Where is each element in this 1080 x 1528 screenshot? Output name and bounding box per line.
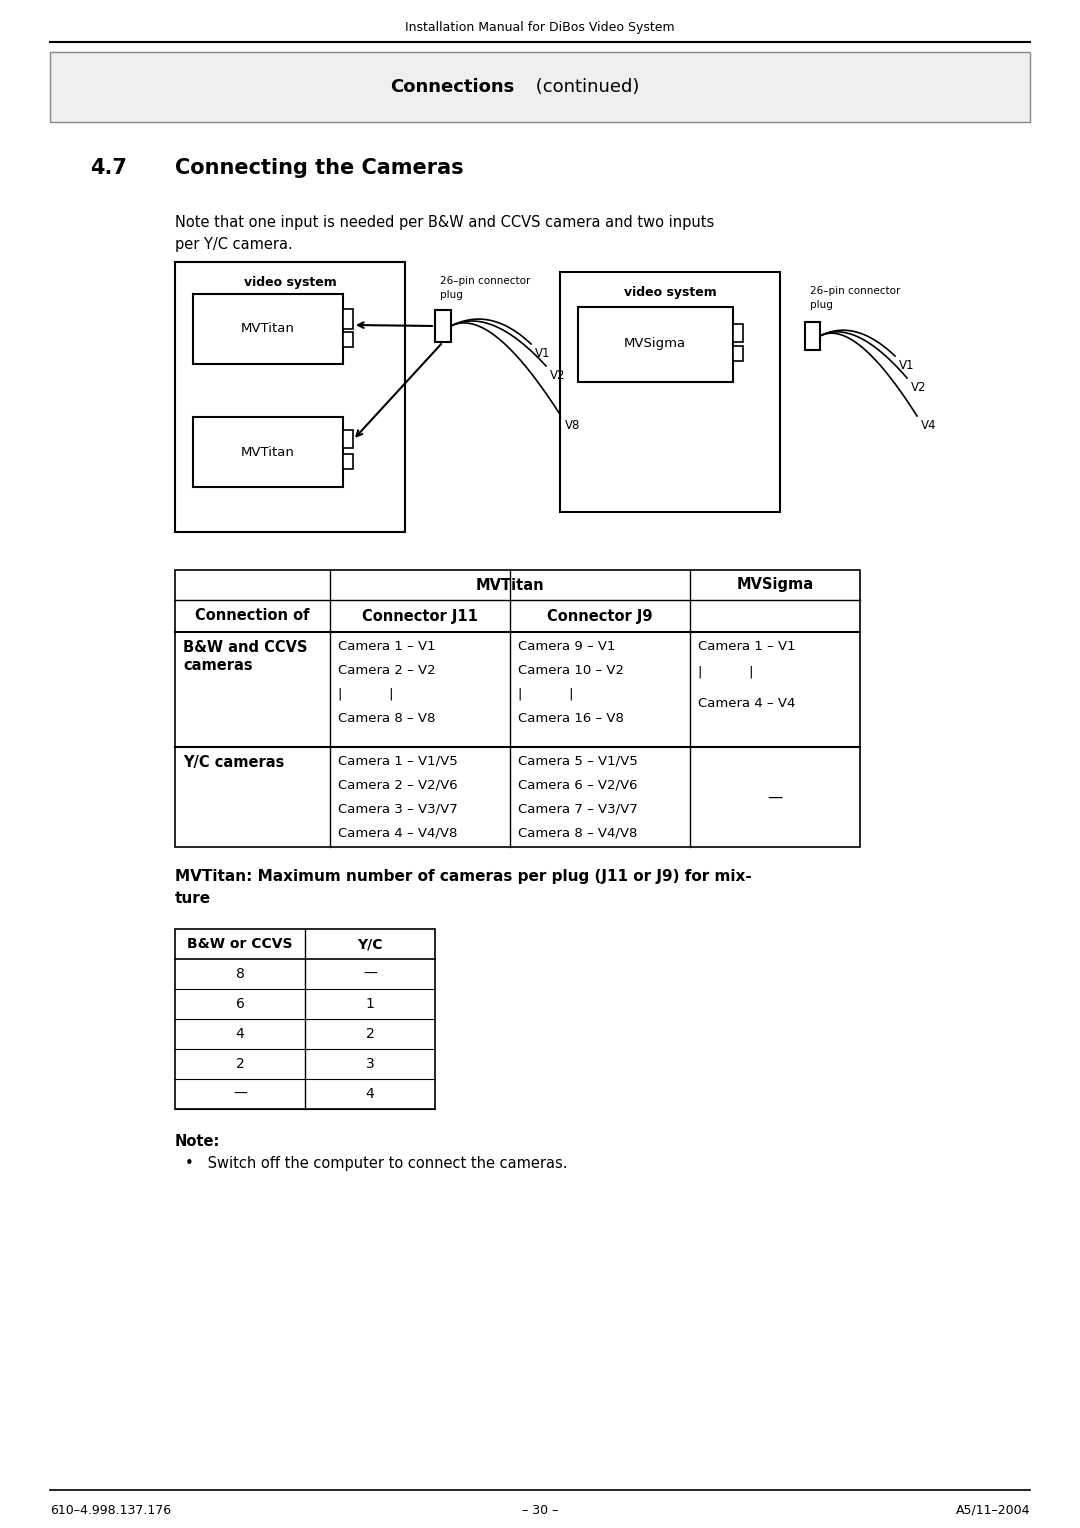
Text: (continued): (continued): [530, 78, 639, 96]
Text: 8: 8: [235, 967, 244, 981]
Text: V8: V8: [565, 419, 580, 432]
Bar: [343, 332, 353, 347]
Text: Camera 4 – V4: Camera 4 – V4: [698, 697, 795, 711]
Text: MVTitan: Maximum number of cameras per plug (J11 or J9) for mix-: MVTitan: Maximum number of cameras per p…: [175, 869, 752, 885]
Text: ture: ture: [175, 891, 211, 906]
Text: Camera 5 – V1/V5: Camera 5 – V1/V5: [518, 755, 638, 769]
Text: Camera 8 – V8: Camera 8 – V8: [338, 712, 435, 724]
Text: 3: 3: [366, 1057, 375, 1071]
Text: Connections: Connections: [390, 78, 514, 96]
Bar: [175, 929, 435, 1109]
Text: Connector J9: Connector J9: [548, 608, 652, 623]
Text: Y/C: Y/C: [357, 937, 382, 950]
Bar: [175, 570, 860, 847]
Text: Camera 7 – V3/V7: Camera 7 – V3/V7: [518, 804, 638, 816]
Bar: [561, 272, 780, 512]
Text: |           |: | |: [518, 688, 573, 701]
Bar: [50, 52, 1030, 122]
Text: Camera 6 – V2/V6: Camera 6 – V2/V6: [518, 779, 637, 792]
Bar: [175, 261, 405, 532]
Text: Camera 9 – V1: Camera 9 – V1: [518, 640, 616, 652]
Text: Camera 16 – V8: Camera 16 – V8: [518, 712, 624, 724]
Text: Camera 1 – V1/V5: Camera 1 – V1/V5: [338, 755, 458, 769]
Bar: [578, 307, 733, 382]
Text: plug: plug: [810, 299, 833, 310]
Text: – 30 –: – 30 –: [522, 1504, 558, 1516]
Text: —: —: [768, 790, 783, 805]
Text: 6: 6: [235, 996, 244, 1012]
Text: Camera 2 – V2/V6: Camera 2 – V2/V6: [338, 779, 458, 792]
Text: Note that one input is needed per B&W and CCVS camera and two inputs: Note that one input is needed per B&W an…: [175, 215, 714, 231]
Text: Connection of: Connection of: [195, 608, 310, 623]
Text: video system: video system: [623, 286, 716, 299]
Text: per Y/C camera.: per Y/C camera.: [175, 237, 293, 252]
Text: —: —: [363, 967, 377, 981]
Text: |           |: | |: [698, 665, 754, 678]
Text: 4: 4: [366, 1086, 375, 1102]
Bar: [343, 309, 353, 329]
Text: MVSigma: MVSigma: [624, 338, 686, 350]
Bar: [193, 293, 343, 364]
Text: V1: V1: [899, 359, 915, 371]
Text: Installation Manual for DiBos Video System: Installation Manual for DiBos Video Syst…: [405, 21, 675, 35]
Text: 4.7: 4.7: [90, 157, 126, 177]
Bar: [733, 345, 743, 361]
Text: Camera 3 – V3/V7: Camera 3 – V3/V7: [338, 804, 458, 816]
Bar: [343, 454, 353, 469]
Text: V1: V1: [535, 347, 551, 361]
Text: |           |: | |: [338, 688, 393, 701]
Bar: [343, 429, 353, 448]
Text: Connecting the Cameras: Connecting the Cameras: [175, 157, 463, 177]
Text: •   Switch off the computer to connect the cameras.: • Switch off the computer to connect the…: [185, 1157, 567, 1170]
Text: Camera 4 – V4/V8: Camera 4 – V4/V8: [338, 827, 457, 840]
Text: 2: 2: [235, 1057, 244, 1071]
Text: —: —: [233, 1086, 247, 1102]
Bar: [193, 417, 343, 487]
Text: B&W and CCVS: B&W and CCVS: [183, 640, 308, 656]
Bar: [435, 310, 451, 342]
Text: video system: video system: [244, 277, 336, 289]
Text: A5/11–2004: A5/11–2004: [956, 1504, 1030, 1516]
Text: plug: plug: [440, 290, 463, 299]
Text: V2: V2: [550, 368, 566, 382]
Text: cameras: cameras: [183, 659, 253, 672]
Text: 4: 4: [235, 1027, 244, 1041]
Text: MVTitan: MVTitan: [241, 446, 295, 458]
Text: MVSigma: MVSigma: [737, 578, 813, 593]
Text: Note:: Note:: [175, 1134, 220, 1149]
Text: V2: V2: [912, 380, 927, 394]
Text: B&W or CCVS: B&W or CCVS: [187, 937, 293, 950]
Text: Y/C cameras: Y/C cameras: [183, 755, 284, 770]
Bar: [733, 324, 743, 342]
Bar: [805, 322, 820, 350]
Text: Camera 8 – V4/V8: Camera 8 – V4/V8: [518, 827, 637, 840]
Text: Camera 2 – V2: Camera 2 – V2: [338, 665, 435, 677]
Text: Camera 10 – V2: Camera 10 – V2: [518, 665, 624, 677]
Text: 26–pin connector: 26–pin connector: [440, 277, 530, 286]
Text: 26–pin connector: 26–pin connector: [810, 286, 901, 296]
Text: V4: V4: [921, 419, 936, 432]
Text: Connector J11: Connector J11: [362, 608, 478, 623]
Text: 1: 1: [365, 996, 375, 1012]
Text: Camera 1 – V1: Camera 1 – V1: [338, 640, 435, 652]
Text: Camera 1 – V1: Camera 1 – V1: [698, 640, 796, 652]
Text: MVTitan: MVTitan: [475, 578, 544, 593]
Text: 2: 2: [366, 1027, 375, 1041]
Text: 610–4.998.137.176: 610–4.998.137.176: [50, 1504, 171, 1516]
Text: MVTitan: MVTitan: [241, 322, 295, 336]
